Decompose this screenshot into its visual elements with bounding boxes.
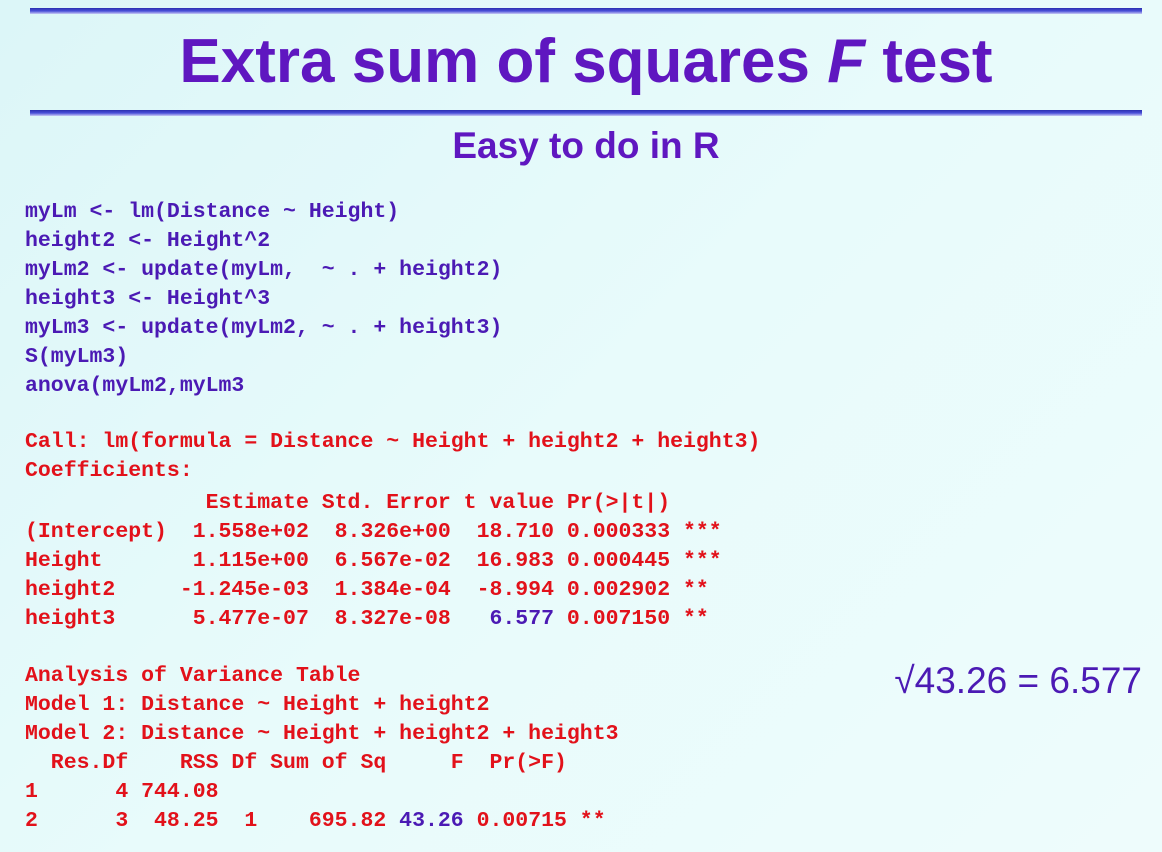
title-f: F bbox=[827, 27, 866, 96]
page-title: Extra sum of squares F test bbox=[179, 27, 993, 96]
call-output: Call: lm(formula = Distance ~ Height + h… bbox=[25, 428, 760, 486]
sqrt-annotation: √43.26 = 6.577 bbox=[894, 660, 1142, 701]
coefficients-table: Estimate Std. Error t value Pr(>|t|) (In… bbox=[25, 489, 722, 634]
coef-row: Height 1.115e+00 6.567e-02 16.983 0.0004… bbox=[25, 549, 722, 573]
model-2-line: Model 2: Distance ~ Height + height2 + h… bbox=[25, 722, 619, 746]
coef-row: height2 -1.245e-03 1.384e-04 -8.994 0.00… bbox=[25, 578, 709, 602]
call-line: Call: lm(formula = Distance ~ Height + h… bbox=[25, 430, 761, 454]
code-line: myLm <- lm(Distance ~ Height) bbox=[25, 200, 400, 224]
anova-output: Analysis of Variance Table Model 1: Dist… bbox=[25, 662, 619, 836]
coef-header: Estimate Std. Error t value Pr(>|t|) bbox=[25, 491, 671, 515]
code-line: anova(myLm2,myLm3 bbox=[25, 374, 245, 398]
r-code-block: myLm <- lm(Distance ~ Height) height2 <-… bbox=[25, 198, 502, 401]
anova-row: 1 4 744.08 bbox=[25, 780, 219, 804]
t-value-highlight: 6.577 bbox=[489, 607, 554, 631]
model-1-line: Model 1: Distance ~ Height + height2 bbox=[25, 693, 490, 717]
code-line: height3 <- Height^3 bbox=[25, 287, 271, 311]
code-line: myLm3 <- update(myLm2, ~ . + height3) bbox=[25, 316, 503, 340]
anova-row: 2 3 48.25 1 695.82 43.26 0.00715 ** bbox=[25, 809, 606, 833]
coef-row-height3: height3 5.477e-07 8.327e-08 6.577 0.0071… bbox=[25, 607, 709, 631]
subtitle: Easy to do in R bbox=[452, 125, 720, 166]
code-line: S(myLm3) bbox=[25, 345, 129, 369]
code-line: height2 <- Height^2 bbox=[25, 229, 271, 253]
code-line: myLm2 <- update(myLm, ~ . + height2) bbox=[25, 258, 503, 282]
anova-title: Analysis of Variance Table bbox=[25, 664, 361, 688]
coefficients-label: Coefficients: bbox=[25, 459, 193, 483]
anova-header: Res.Df RSS Df Sum of Sq F Pr(>F) bbox=[25, 751, 567, 775]
coef-row: (Intercept) 1.558e+02 8.326e+00 18.710 0… bbox=[25, 520, 722, 544]
title-rule bbox=[30, 110, 1142, 116]
f-value-highlight: 43.26 bbox=[399, 809, 464, 833]
top-rule bbox=[30, 8, 1142, 14]
